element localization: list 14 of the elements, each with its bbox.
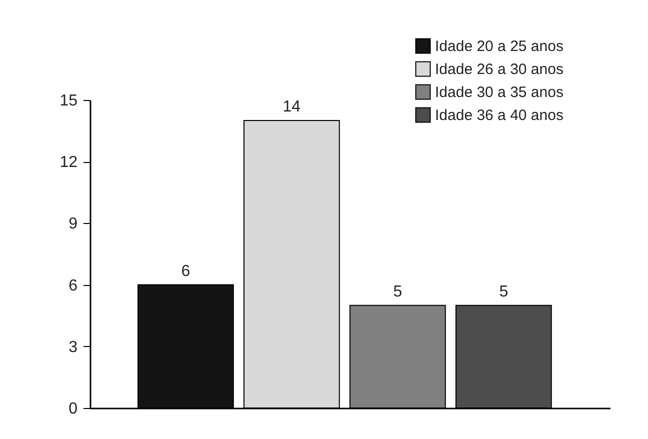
y-tick-label: 3 [68,338,78,356]
y-tick-label: 15 [60,92,78,110]
data-label: 5 [499,283,508,300]
legend-label: Idade 20 a 25 anos [435,38,564,55]
y-tick-label: 0 [68,400,78,418]
legend-label: Idade 26 a 30 anos [435,61,564,78]
y-tick-label: 12 [60,154,78,172]
legend-label: Idade 30 a 35 anos [435,84,564,101]
data-label: 14 [282,98,301,116]
data-label: 5 [393,283,402,300]
y-tick-label: 9 [68,216,78,233]
legend-label: Idade 36 a 40 anos [435,107,564,124]
y-tick-label: 6 [68,277,78,294]
data-label: 6 [181,262,190,280]
